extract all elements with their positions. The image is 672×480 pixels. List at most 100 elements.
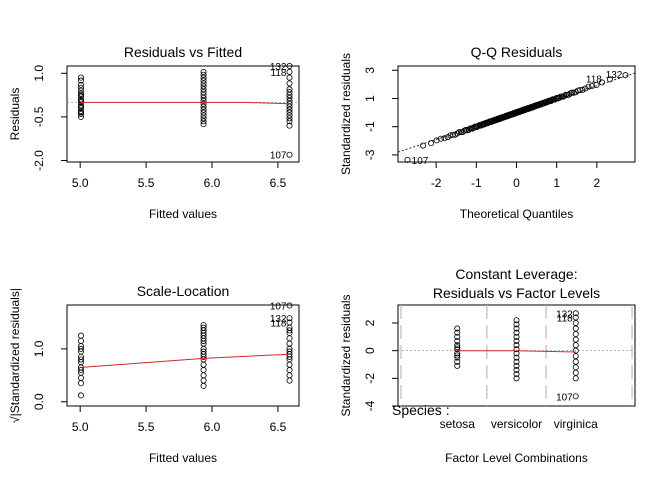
data-point [454, 337, 461, 344]
data-point [454, 329, 461, 336]
data-point [77, 380, 84, 387]
point-annotation: 132 [556, 309, 573, 320]
x-axis-label: Theoretical Quantiles [460, 207, 573, 221]
y-tick-label: 1.0 [32, 65, 46, 82]
x-tick-label: 2 [593, 176, 600, 190]
data-point [77, 356, 84, 363]
data-point [77, 332, 84, 339]
data-point [478, 122, 485, 129]
data-point [513, 329, 520, 336]
data-point [572, 342, 579, 349]
y-axis-label: √|Standardized residuals| [8, 288, 22, 423]
data-point [454, 130, 461, 137]
data-point [200, 95, 207, 102]
data-point [286, 95, 293, 102]
data-point [606, 76, 613, 83]
data-point [200, 92, 207, 99]
data-point [77, 74, 84, 81]
data-point [200, 74, 207, 81]
data-point [200, 353, 207, 360]
data-point [286, 340, 293, 347]
data-point [572, 310, 579, 317]
data-point [475, 122, 482, 129]
plot-frame [66, 65, 300, 163]
point-annotation: 118 [586, 74, 602, 85]
data-point [77, 367, 84, 374]
y-tick-label: 2 [363, 319, 377, 326]
data-point [286, 63, 293, 70]
data-point [200, 109, 207, 116]
data-point [513, 342, 520, 349]
data-point [454, 325, 461, 332]
point-annotation: 118 [271, 318, 287, 329]
data-point [200, 68, 207, 75]
y-axis-label: Residuals [8, 88, 22, 141]
data-point [572, 353, 579, 360]
factor-title: Species : [392, 402, 450, 418]
data-point [541, 100, 548, 107]
data-point [474, 123, 481, 130]
x-tick-label: 1 [553, 176, 560, 190]
data-point [449, 131, 456, 138]
data-point [286, 86, 293, 93]
point-annotation: 107 [270, 151, 287, 162]
data-point [572, 393, 579, 400]
data-point [513, 337, 520, 344]
x-tick-label: 6.5 [270, 176, 287, 190]
y-tick-label: -0.5 [32, 106, 46, 127]
y-tick-label: 1 [363, 95, 377, 102]
data-point [574, 87, 581, 94]
data-point [572, 364, 579, 371]
data-point [572, 369, 579, 376]
data-point [200, 121, 207, 128]
smooth-line [457, 350, 576, 353]
data-point [200, 71, 207, 78]
plot-frame [66, 304, 300, 407]
data-point [404, 156, 411, 163]
point-annotation: 118 [557, 313, 573, 324]
data-point [77, 374, 84, 381]
x-tick-label: 5.0 [72, 420, 89, 434]
data-point [622, 72, 629, 79]
data-point [286, 103, 293, 110]
x-axis-label: Fitted values [149, 451, 217, 465]
data-point [513, 325, 520, 332]
y-tick-label: -2 [363, 373, 377, 384]
data-point [77, 392, 84, 399]
data-point [200, 86, 207, 93]
data-point [441, 135, 448, 142]
y-tick-label: -3 [363, 149, 377, 160]
data-point [77, 87, 84, 94]
data-point [579, 86, 586, 93]
data-point [513, 317, 520, 324]
data-point [572, 331, 579, 338]
data-point [454, 352, 461, 359]
chart-title: Q-Q Residuals [471, 44, 563, 60]
data-point [593, 82, 600, 89]
x-tick-label: -1 [471, 176, 482, 190]
point-annotation: 132 [270, 62, 287, 73]
y-tick-label: -2.0 [32, 150, 46, 171]
data-point [286, 361, 293, 368]
chart-title: Constant Leverage: [455, 266, 577, 282]
y-tick-label: 1.0 [32, 340, 46, 357]
data-point [447, 132, 454, 139]
data-point [437, 135, 444, 142]
data-point [286, 68, 293, 75]
data-point [286, 315, 293, 322]
data-point [286, 112, 293, 119]
data-point [572, 358, 579, 365]
data-point [77, 92, 84, 99]
y-axis-label: Standardized residuals [339, 53, 353, 175]
point-annotation: 107 [556, 392, 573, 403]
plot-frame [397, 304, 636, 407]
data-point [513, 346, 520, 353]
data-point [543, 98, 550, 105]
y-tick-label: -1 [363, 121, 377, 132]
data-point [513, 367, 520, 374]
data-point [200, 118, 207, 125]
x-axis-label: Factor Level Combinations [445, 451, 588, 465]
factor-level-label: virginica [554, 417, 598, 431]
point-annotation: 118 [271, 68, 287, 79]
data-point [77, 84, 84, 91]
